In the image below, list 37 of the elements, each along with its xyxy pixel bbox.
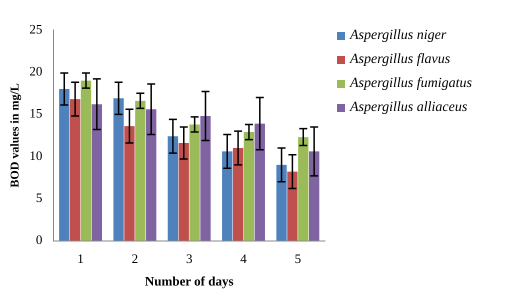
- bar: [168, 136, 178, 241]
- bar: [254, 124, 265, 241]
- x-tick-label: 3: [186, 251, 192, 266]
- y-axis-title: BOD values in mg/L: [7, 83, 22, 188]
- x-axis-title: Number of days: [144, 274, 234, 289]
- bar: [124, 126, 135, 241]
- x-tick-label: 1: [77, 251, 84, 266]
- y-tick-label: 5: [36, 190, 42, 206]
- bar: [244, 132, 254, 241]
- legend-label: Aspergillus fumigatus: [350, 76, 472, 91]
- y-tick-label: 20: [29, 64, 42, 79]
- y-tick-label: 0: [36, 232, 42, 248]
- x-tick-label: 4: [240, 251, 248, 266]
- bar: [287, 172, 298, 241]
- bar: [200, 116, 211, 241]
- bar: [113, 98, 124, 241]
- x-tick-label: 5: [294, 251, 302, 266]
- bar: [92, 104, 102, 241]
- legend-label: Aspergillus alliaceus: [350, 100, 468, 115]
- y-tick-label: 25: [29, 21, 42, 36]
- bar: [189, 124, 200, 241]
- bar: [59, 89, 70, 241]
- bar: [232, 148, 244, 241]
- bar: [308, 151, 320, 241]
- legend-label: Aspergillus niger: [350, 28, 446, 43]
- y-tick-label: 10: [29, 148, 42, 163]
- y-tick-label: 15: [29, 106, 42, 121]
- x-tick-label: 2: [132, 251, 138, 266]
- legend-label: Aspergillus flavus: [350, 52, 450, 67]
- bar: [70, 99, 80, 241]
- bar: [276, 164, 287, 241]
- bar: [222, 151, 232, 241]
- bar: [298, 137, 308, 241]
- bar: [135, 100, 146, 241]
- bar: [146, 109, 156, 241]
- bar: [178, 142, 189, 241]
- bar: [80, 80, 92, 241]
